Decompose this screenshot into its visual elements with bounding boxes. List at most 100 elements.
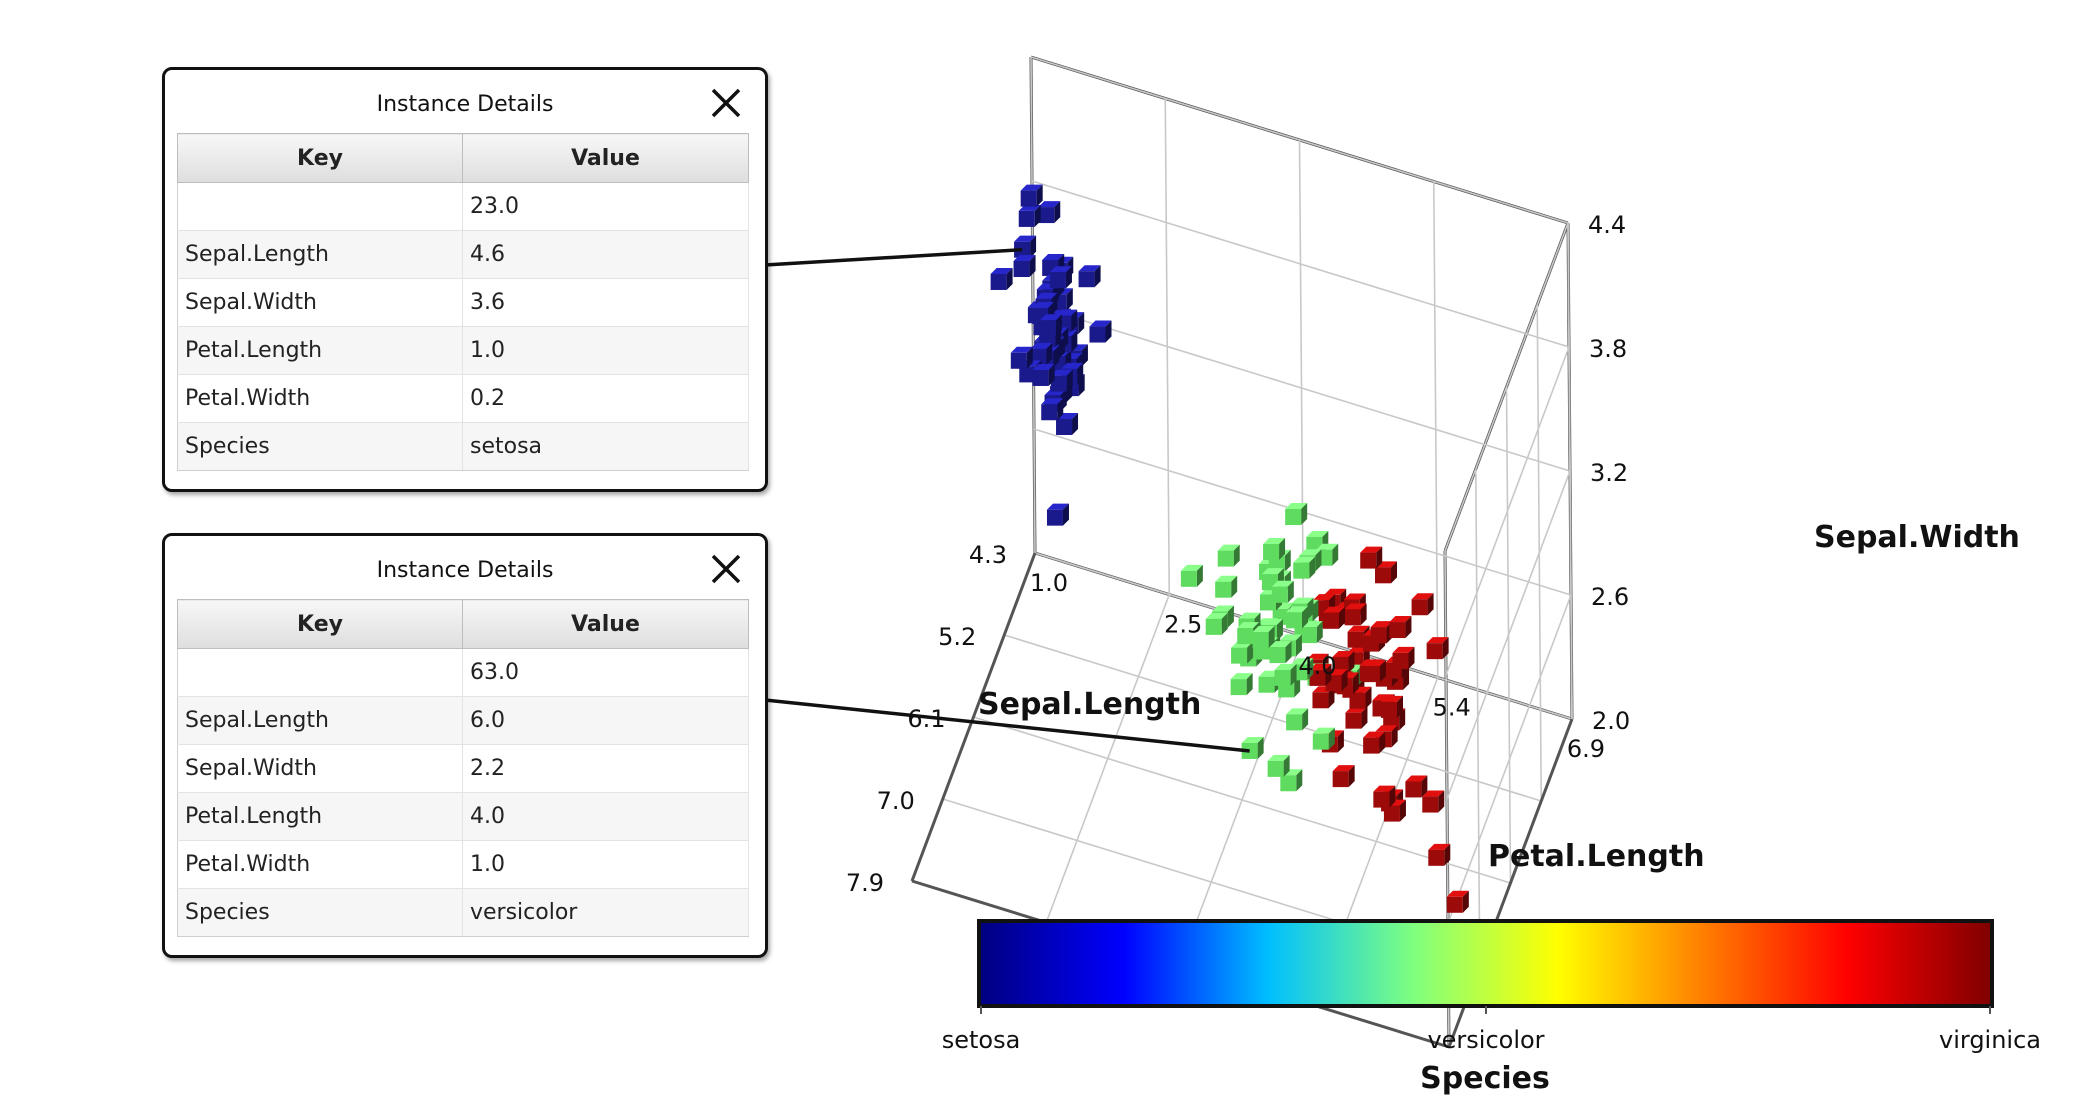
data-point-virginica[interactable] <box>1426 637 1449 660</box>
close-icon[interactable] <box>709 86 743 120</box>
dialog-title-bar[interactable]: Instance Details <box>165 536 765 596</box>
data-point-setosa[interactable] <box>1089 320 1112 343</box>
key-cell <box>177 648 463 697</box>
data-point-versicolor[interactable] <box>1271 580 1294 603</box>
table-row[interactable]: Petal.Width 0.2 <box>177 374 749 423</box>
data-points[interactable] <box>990 184 1469 913</box>
table-row[interactable]: Petal.Width 1.0 <box>177 840 749 889</box>
data-point-virginica[interactable] <box>1363 660 1386 683</box>
data-point-setosa[interactable] <box>1078 265 1101 288</box>
data-point-versicolor[interactable] <box>1217 544 1240 567</box>
data-point-setosa[interactable] <box>1049 266 1072 289</box>
data-point-virginica[interactable] <box>1375 561 1398 584</box>
data-point-versicolor[interactable] <box>1263 537 1286 560</box>
cube-top-face <box>1343 593 1366 600</box>
key-column-header[interactable]: Key <box>177 133 463 183</box>
data-point-virginica[interactable] <box>1345 706 1368 729</box>
data-point-virginica[interactable] <box>1389 616 1412 639</box>
cube-side-face <box>1328 727 1335 750</box>
data-point-setosa[interactable] <box>1041 398 1064 421</box>
data-point-setosa[interactable] <box>990 267 1013 290</box>
value-column-header[interactable]: Value <box>462 133 749 183</box>
data-point-virginica[interactable] <box>1405 775 1428 798</box>
data-point-setosa[interactable] <box>1032 363 1055 386</box>
cube-side-face <box>1360 603 1367 626</box>
data-point-setosa[interactable] <box>1018 204 1041 227</box>
data-point-versicolor[interactable] <box>1285 503 1308 526</box>
table-row[interactable]: Sepal.Length 4.6 <box>177 230 749 279</box>
data-point-virginica[interactable] <box>1332 650 1355 673</box>
cube-front-face <box>1349 692 1366 709</box>
data-point-virginica[interactable] <box>1363 731 1386 754</box>
data-point-virginica[interactable] <box>1332 765 1355 788</box>
table-row[interactable]: Species setosa <box>177 422 749 471</box>
cube-top-face <box>1014 235 1037 242</box>
data-point-virginica[interactable] <box>1422 790 1445 813</box>
data-point-virginica[interactable] <box>1392 646 1415 669</box>
instance-details-dialog[interactable]: Instance Details Key Value 63.0 Sepal.Le… <box>162 533 768 958</box>
cube-side-face <box>1379 660 1386 683</box>
data-point-virginica[interactable] <box>1428 843 1451 866</box>
value-column-header[interactable]: Value <box>462 599 749 649</box>
data-point-virginica[interactable] <box>1323 606 1346 629</box>
data-point-versicolor[interactable] <box>1280 769 1303 792</box>
instance-details-dialog[interactable]: Instance Details Key Value 23.0 Sepal.Le… <box>162 67 768 492</box>
data-point-setosa[interactable] <box>1056 412 1079 435</box>
data-point-setosa[interactable] <box>1050 369 1073 392</box>
data-point-virginica[interactable] <box>1373 785 1396 808</box>
table-row[interactable]: 63.0 <box>177 648 749 697</box>
cube-top-face <box>1375 725 1398 732</box>
data-point-virginica[interactable] <box>1360 546 1383 569</box>
data-point-versicolor[interactable] <box>1205 612 1228 635</box>
table-row[interactable]: Sepal.Length 6.0 <box>177 696 749 745</box>
data-point-setosa[interactable] <box>1038 201 1061 224</box>
table-row[interactable]: Petal.Length 1.0 <box>177 326 749 375</box>
data-point-versicolor[interactable] <box>1180 564 1203 587</box>
table-row[interactable]: Species versicolor <box>177 888 749 937</box>
table-row[interactable]: Sepal.Width 3.6 <box>177 278 749 327</box>
data-point-versicolor[interactable] <box>1312 727 1335 750</box>
data-point-virginica[interactable] <box>1446 890 1469 913</box>
data-point-setosa[interactable] <box>1039 314 1062 337</box>
cube-top-face <box>1050 369 1073 376</box>
table-row[interactable]: 23.0 <box>177 182 749 231</box>
data-point-virginica[interactable] <box>1381 695 1404 718</box>
data-point-setosa[interactable] <box>1014 235 1037 258</box>
data-point-setosa[interactable] <box>1046 503 1069 526</box>
x-tick-label: 4.3 <box>969 541 1007 569</box>
close-icon[interactable] <box>709 552 743 586</box>
cube-side-face <box>1026 346 1033 369</box>
data-point-versicolor[interactable] <box>1230 673 1253 696</box>
data-point-versicolor[interactable] <box>1267 754 1290 777</box>
data-point-virginica[interactable] <box>1309 663 1332 686</box>
data-point-virginica[interactable] <box>1370 621 1393 644</box>
data-point-versicolor[interactable] <box>1286 708 1309 731</box>
cube-front-face <box>1370 627 1387 644</box>
data-point-versicolor[interactable] <box>1285 606 1308 629</box>
cube-front-face <box>1041 404 1058 421</box>
cube-front-face <box>1089 326 1106 343</box>
data-point-versicolor[interactable] <box>1215 575 1238 598</box>
data-point-versicolor[interactable] <box>1269 641 1292 664</box>
dialog-title-bar[interactable]: Instance Details <box>165 70 765 130</box>
cube-front-face <box>1312 733 1329 750</box>
data-point-virginica[interactable] <box>1344 603 1367 626</box>
data-point-versicolor[interactable] <box>1274 663 1297 686</box>
cube-top-face <box>1446 890 1469 897</box>
data-point-versicolor[interactable] <box>1252 625 1275 648</box>
data-point-versicolor[interactable] <box>1241 736 1264 759</box>
cube-side-face <box>1442 637 1449 660</box>
table-row[interactable]: Petal.Length 4.0 <box>177 792 749 841</box>
table-row[interactable]: Sepal.Width 2.2 <box>177 744 749 793</box>
data-point-versicolor[interactable] <box>1231 641 1254 664</box>
data-point-setosa[interactable] <box>1020 184 1043 207</box>
cube-top-face <box>1078 265 1101 272</box>
data-point-setosa[interactable] <box>1010 346 1033 369</box>
data-point-setosa[interactable] <box>1013 254 1036 277</box>
data-point-virginica[interactable] <box>1411 593 1434 616</box>
data-point-versicolor[interactable] <box>1293 556 1316 579</box>
key-column-header[interactable]: Key <box>177 599 463 649</box>
cube-top-face <box>1263 537 1286 544</box>
value-cell: 23.0 <box>462 182 749 231</box>
